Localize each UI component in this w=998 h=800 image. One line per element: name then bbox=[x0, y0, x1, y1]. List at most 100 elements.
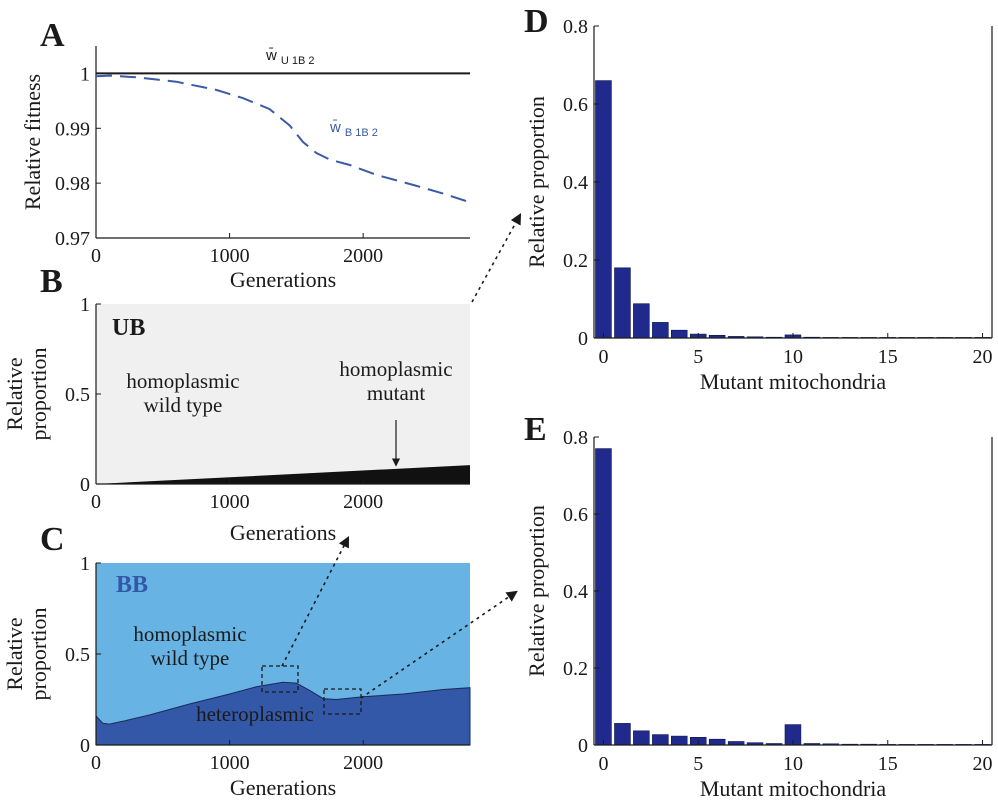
y-tick-label: 0.97 bbox=[55, 228, 90, 250]
panel-c-area-chart: 0 0.5 1 0 1000 2000 Generations Relativeproport… bbox=[2, 553, 471, 800]
x-axis-label: Generations bbox=[230, 520, 336, 545]
panel-tag: UB bbox=[112, 315, 145, 341]
y-tick-label: 0.6 bbox=[563, 94, 588, 116]
panel-tag: BB bbox=[116, 572, 148, 598]
y-tick-label: 0.5 bbox=[65, 644, 90, 666]
annotation-line: mutant bbox=[367, 381, 425, 405]
bar-4 bbox=[670, 329, 688, 339]
y-tick-label: 0.2 bbox=[563, 658, 588, 680]
selection-box-trough bbox=[323, 688, 362, 715]
annotation-line: homoplasmic bbox=[126, 369, 239, 393]
connector-arrows bbox=[281, 213, 522, 699]
area-heteroplasmic bbox=[95, 681, 471, 746]
y-axis-label: Relative fitness bbox=[20, 74, 45, 210]
annotation-heteroplasmic: heteroplasmic bbox=[196, 702, 314, 726]
y-tick-label: 0.98 bbox=[55, 173, 90, 195]
annotation-mutant: homoplasmic mutant bbox=[339, 357, 452, 405]
y-tick-label: 0 bbox=[80, 474, 90, 496]
panel-letter-c: C bbox=[40, 521, 65, 558]
annotation-wild-type: homoplasmic wild type bbox=[133, 622, 246, 670]
x-tick-label: 0 bbox=[598, 346, 608, 368]
x-tick-label: 0 bbox=[598, 753, 608, 775]
bar-3 bbox=[652, 734, 669, 746]
x-tick-label: 0 bbox=[91, 752, 101, 774]
y-axis-label-line: Relative bbox=[2, 357, 27, 430]
x-tick-label: 10 bbox=[783, 346, 803, 368]
annotation-line: wild type bbox=[151, 646, 230, 670]
x-axis-label: Generations bbox=[230, 267, 336, 292]
bar-1 bbox=[614, 267, 631, 339]
bar-6 bbox=[708, 738, 726, 746]
y-tick-label: 0.99 bbox=[55, 118, 90, 140]
bar-2 bbox=[633, 303, 650, 339]
y-axis-label: Relativeproportion bbox=[2, 608, 51, 701]
x-tick-label: 0 bbox=[91, 245, 101, 267]
annotation-line: homoplasmic bbox=[133, 622, 246, 646]
y-axis-label: Relative proportion bbox=[524, 96, 549, 268]
series-label-b1b2: w̄ B 1B 2 bbox=[329, 119, 378, 139]
y-tick-label: 0 bbox=[578, 735, 588, 757]
bar-4 bbox=[670, 735, 688, 746]
bar-0 bbox=[595, 448, 612, 746]
y-axis-label-line: Relative bbox=[2, 617, 27, 690]
x-tick-label: 10 bbox=[783, 753, 803, 775]
x-tick-label: 2000 bbox=[343, 752, 383, 774]
x-tick-label: 20 bbox=[973, 753, 993, 775]
y-tick-label: 0 bbox=[80, 735, 90, 757]
x-axis-label: Mutant mitochondria bbox=[700, 776, 887, 800]
x-tick-label: 2000 bbox=[343, 491, 383, 513]
bar-1 bbox=[614, 723, 631, 746]
bar-3 bbox=[652, 322, 669, 339]
annotation-wild-type: homoplasmic wild type bbox=[126, 369, 239, 417]
annotation-line: wild type bbox=[144, 393, 223, 417]
y-tick-label: 0.8 bbox=[563, 16, 588, 38]
x-tick-label: 5 bbox=[693, 346, 703, 368]
panel-letter-e: E bbox=[524, 411, 547, 448]
x-axis-label: Mutant mitochondria bbox=[700, 369, 887, 394]
connector-arrow-b-to-d bbox=[471, 213, 522, 303]
y-tick-label: 0.5 bbox=[65, 384, 90, 406]
panel-b-area-chart: 0 0.5 1 0 1000 2000 Generations Relativeproport… bbox=[2, 294, 470, 545]
panel-e-bar-chart: 0 0.2 0.4 0.6 0.8 0 5 10 15 20 Mutant mitochondria… bbox=[524, 427, 993, 800]
y-tick-label: 0.8 bbox=[563, 427, 588, 449]
y-tick-label: 0 bbox=[578, 328, 588, 350]
y-tick-label: 0.4 bbox=[563, 581, 588, 603]
area-homoplasmic-mutant bbox=[96, 465, 470, 484]
y-tick-label: 1 bbox=[80, 294, 90, 316]
panel-d-bar-chart: 0 0.2 0.4 0.6 0.8 0 5 10 15 20 Mutant mitochondria… bbox=[524, 16, 993, 394]
panel-letter-d: D bbox=[524, 3, 549, 40]
y-tick-label: 0.2 bbox=[563, 250, 588, 272]
x-tick-label: 5 bbox=[693, 753, 703, 775]
x-tick-label: 15 bbox=[878, 753, 898, 775]
connector-arrow-c-to-e bbox=[360, 590, 518, 699]
x-tick-label: 1000 bbox=[210, 491, 250, 513]
x-tick-label: 0 bbox=[91, 491, 101, 513]
panel-letter-a: A bbox=[40, 17, 65, 54]
bar-2 bbox=[633, 730, 650, 746]
bar-0 bbox=[595, 80, 612, 339]
y-axis-label-line: proportion bbox=[26, 348, 51, 441]
panel-letter-b: B bbox=[40, 263, 63, 300]
x-tick-label: 15 bbox=[878, 346, 898, 368]
x-axis-label: Generations bbox=[230, 775, 336, 800]
area-homoplasmic-wild-type bbox=[96, 304, 470, 484]
x-tick-label: 20 bbox=[973, 346, 993, 368]
series-label-sub: U 1B 2 bbox=[281, 55, 315, 67]
y-axis-label-line: proportion bbox=[26, 608, 51, 701]
x-tick-label: 1000 bbox=[210, 752, 250, 774]
selection-box-peak bbox=[261, 665, 299, 693]
series-label-main: w̄ bbox=[329, 119, 341, 136]
x-tick-label: 1000 bbox=[210, 245, 250, 267]
x-tick-label: 2000 bbox=[343, 245, 383, 267]
y-tick-label: 0.4 bbox=[563, 172, 588, 194]
series-line-1 bbox=[95, 74, 471, 204]
y-tick-label: 1 bbox=[80, 63, 90, 85]
y-axis-label: Relativeproportion bbox=[2, 348, 51, 441]
annotation-line: homoplasmic bbox=[339, 357, 452, 381]
series-label-main: w̄ bbox=[265, 47, 277, 64]
y-tick-label: 1 bbox=[80, 553, 90, 575]
series-label-u1b2: w̄ U 1B 2 bbox=[265, 47, 314, 67]
series-label-sub: B 1B 2 bbox=[345, 127, 378, 139]
y-axis-label: Relative proportion bbox=[524, 505, 549, 677]
